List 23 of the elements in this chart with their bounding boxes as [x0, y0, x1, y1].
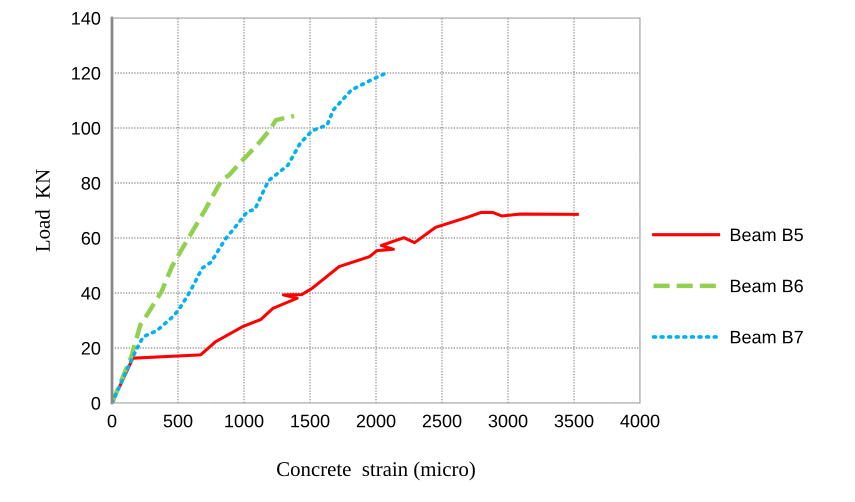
- y-tick-label: 40: [81, 286, 100, 300]
- x-tick-label: 500: [164, 414, 192, 428]
- y-tick-label: 100: [72, 122, 100, 135]
- x-tick-label: 1000: [225, 414, 264, 428]
- y-tick-label: 140: [72, 12, 100, 25]
- x-tick-label: 3500: [554, 414, 594, 428]
- y-tick-label: 120: [72, 66, 100, 80]
- x-tick-label: 3000: [488, 414, 528, 428]
- y-tick-label: 80: [82, 176, 100, 190]
- y-tick-label: 0: [92, 396, 100, 410]
- legend-label: Beam B7: [730, 330, 803, 344]
- y-axis-title: Load KN: [35, 169, 50, 252]
- legend-label: Beam B6: [730, 280, 803, 292]
- legend-label: Beam B5: [730, 228, 803, 242]
- line-series: [112, 114, 296, 403]
- y-tick-label: 20: [82, 342, 100, 355]
- x-tick-label: 2000: [356, 414, 396, 428]
- y-tick-label: 60: [82, 232, 100, 245]
- x-tick-label: 0: [108, 414, 116, 428]
- x-tick-label: 2500: [422, 414, 462, 428]
- x-tick-label: 1500: [291, 414, 330, 428]
- x-tick-label: 4000: [620, 414, 660, 428]
- x-axis-title: Concrete strain (micro): [277, 462, 475, 480]
